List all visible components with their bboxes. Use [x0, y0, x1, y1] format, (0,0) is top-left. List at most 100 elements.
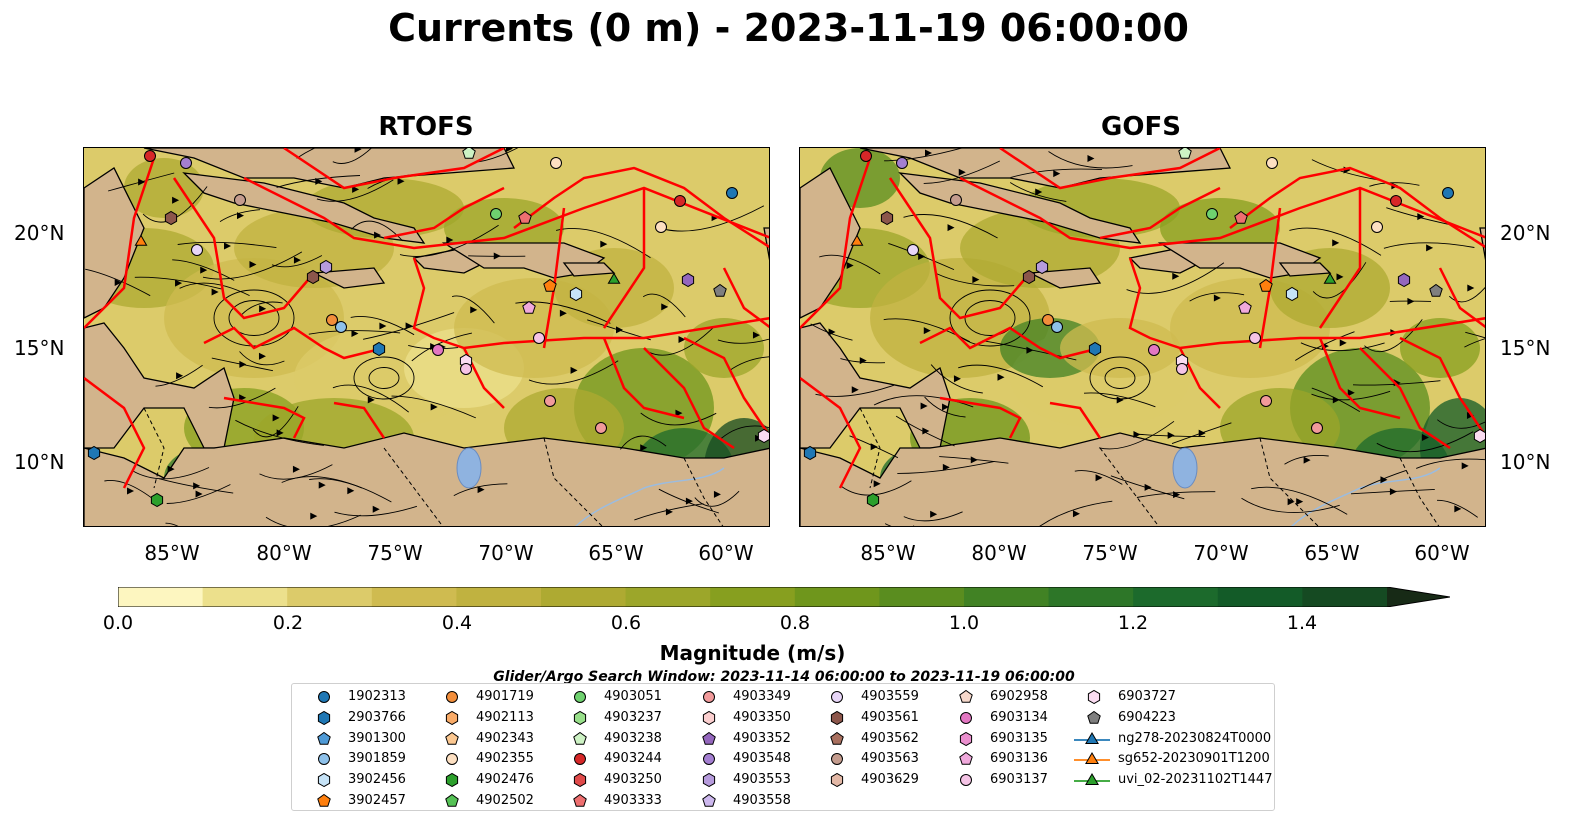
streamline-arrow	[1389, 488, 1397, 496]
eez-boundary	[1399, 336, 1485, 438]
lat-label-15n-right: 15°N	[1500, 336, 1551, 360]
hexagon-icon	[959, 731, 973, 746]
current-streamline	[296, 148, 316, 159]
colorbar-extend-arrow	[1387, 587, 1450, 607]
legend-label: 4903250	[604, 772, 662, 788]
colorbar-outline	[118, 587, 1450, 607]
legend-label: 4903559	[861, 689, 919, 704]
colorbar-segment	[964, 587, 1050, 607]
landmass	[1027, 267, 1102, 289]
landmass	[800, 167, 861, 319]
float-marker	[757, 428, 769, 444]
current-streamline	[177, 241, 277, 249]
legend-label: 4903244	[604, 751, 662, 767]
hexagon-icon	[702, 710, 716, 725]
pentagon-icon	[959, 689, 973, 703]
current-eddy	[228, 300, 280, 336]
float-marker	[1206, 208, 1218, 220]
eez-boundary	[939, 396, 1022, 439]
streamline-arrow	[493, 252, 501, 260]
eez-boundary	[919, 326, 1101, 360]
hexagon-icon	[317, 773, 331, 788]
float-marker	[234, 194, 246, 206]
legend-label: sg652-20230901T1200	[1118, 751, 1270, 767]
current-streamline	[1448, 286, 1485, 303]
float-marker	[432, 344, 444, 356]
search-window-label: Glider/Argo Search Window: 2023-11-14 06…	[493, 670, 1075, 684]
legend-label: 6903135	[990, 730, 1048, 746]
current-streamline	[1376, 431, 1474, 453]
float-marker	[1260, 395, 1272, 407]
float-marker	[1042, 314, 1054, 326]
current-streamline	[819, 254, 881, 275]
current-streamline	[107, 172, 175, 192]
map-canvas	[800, 148, 1485, 526]
streamline-arrow	[1467, 284, 1475, 292]
streamline-arrow	[114, 278, 122, 286]
current-streamline	[451, 295, 495, 324]
current-streamline	[873, 395, 974, 408]
streamline-arrow	[913, 525, 915, 526]
legend-marker	[831, 753, 843, 766]
streamline-arrow	[1035, 188, 1043, 196]
float-marker	[544, 395, 556, 407]
legend-marker	[1087, 689, 1101, 705]
float-marker	[1148, 344, 1160, 356]
current-speed-patch	[164, 258, 344, 378]
colorbar-tick-1: 0.2	[272, 612, 304, 634]
streamline-arrow	[1133, 431, 1141, 439]
streamline-arrow	[713, 490, 721, 498]
current-streamline	[729, 356, 769, 371]
float-marker	[134, 234, 148, 246]
current-streamline	[1311, 159, 1382, 181]
colorbar-segment	[1048, 587, 1134, 607]
streamline-arrow	[1296, 498, 1304, 506]
colorbar	[118, 587, 1450, 607]
legend-marker	[959, 689, 973, 703]
streamline-arrow	[1407, 297, 1415, 305]
legend-marker	[1074, 731, 1110, 744]
current-streamline	[259, 464, 333, 480]
landmass	[311, 267, 386, 289]
country-border	[383, 447, 444, 526]
legend-marker	[960, 711, 972, 724]
current-streamline	[1126, 262, 1225, 294]
current-streamline	[239, 351, 285, 366]
legend-marker	[830, 731, 844, 745]
legend-marker	[317, 793, 331, 807]
legend-marker	[318, 691, 330, 703]
current-streamline	[528, 360, 619, 385]
streamline-arrow	[374, 231, 382, 239]
legend-label: 4903238	[604, 730, 662, 746]
hexagon-icon	[445, 773, 459, 788]
current-streamline	[924, 396, 966, 418]
legend-marker	[318, 753, 330, 766]
current-streamline	[308, 330, 401, 335]
float-marker	[803, 445, 817, 461]
current-streamline	[334, 505, 418, 517]
float-marker	[1238, 300, 1252, 314]
legend-marker	[702, 710, 716, 725]
streamline-arrow	[1172, 272, 1180, 280]
eez-boundary	[333, 401, 386, 439]
lon-label-60w-rtofs: 60°W	[698, 541, 754, 565]
float-marker	[1051, 321, 1063, 333]
current-streamline	[1289, 227, 1382, 256]
colorbar-tick-7: 1.4	[1286, 612, 1318, 634]
current-streamline	[958, 364, 1044, 388]
float-marker	[490, 208, 502, 220]
current-streamline	[155, 364, 203, 387]
current-streamline	[202, 251, 303, 280]
legend-marker	[702, 773, 716, 788]
hexagon-icon	[445, 710, 459, 725]
float-marker	[543, 278, 557, 292]
float-marker	[850, 234, 864, 246]
streamline-arrow	[249, 261, 257, 269]
current-streamline	[1136, 491, 1216, 498]
current-streamline	[620, 435, 667, 450]
current-streamline	[648, 326, 715, 356]
current-streamline	[1241, 497, 1340, 513]
pentagon-icon	[317, 731, 331, 745]
figure-title: Currents (0 m) - 2023-11-19 06:00:00	[388, 6, 1189, 50]
float-marker	[866, 492, 880, 508]
